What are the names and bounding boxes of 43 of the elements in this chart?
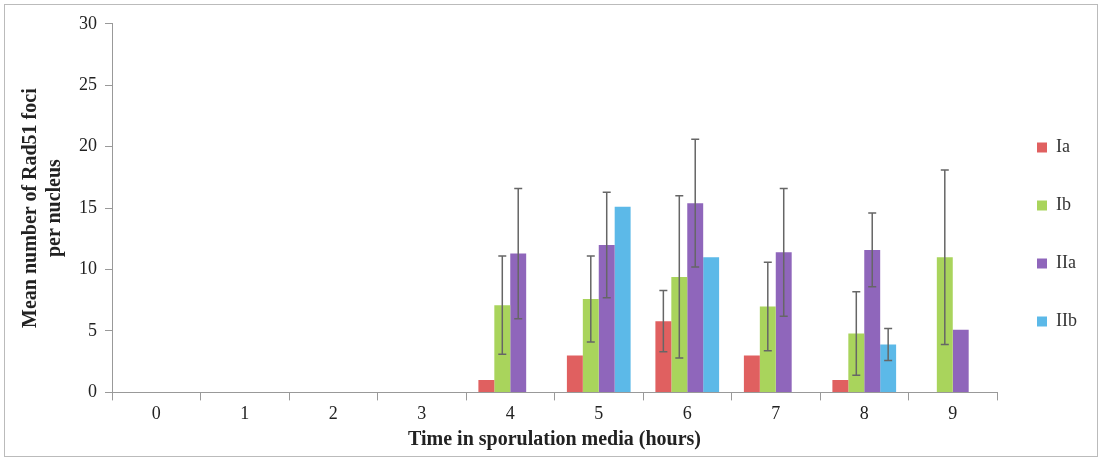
- bar: [848, 333, 865, 392]
- legend-label: Ia: [1056, 136, 1071, 157]
- bar: [703, 257, 720, 392]
- bar: [864, 249, 881, 392]
- y-tick-label: 25: [79, 73, 97, 94]
- bar: [759, 306, 776, 392]
- bar: [614, 206, 631, 392]
- legend-label: IIa: [1056, 252, 1076, 273]
- bar: [832, 380, 849, 392]
- x-tick-label: 3: [417, 402, 427, 423]
- legend-label: IIb: [1056, 310, 1078, 331]
- x-tick-label: 4: [505, 402, 515, 423]
- bar: [952, 329, 969, 392]
- y-tick-label: 0: [88, 381, 97, 402]
- y-tick-label: 30: [79, 12, 97, 33]
- y-tick-label: 15: [79, 196, 97, 217]
- x-tick-label: 8: [859, 402, 869, 423]
- x-tick-label: 1: [240, 402, 250, 423]
- x-tick-label: 9: [948, 402, 958, 423]
- bar: [494, 305, 511, 392]
- y-axis-title: Mean number of Rad51 foci per nucleus: [18, 87, 66, 328]
- bar: [880, 344, 897, 392]
- bar: [566, 355, 583, 392]
- bar: [510, 253, 527, 392]
- x-tick-label: 7: [771, 402, 781, 423]
- x-tick-label: 6: [682, 402, 692, 423]
- x-tick-label: 2: [328, 402, 338, 423]
- bar: [598, 244, 615, 392]
- bar: [655, 321, 672, 392]
- y-tick-label: 5: [88, 319, 97, 340]
- bar: [743, 355, 760, 392]
- x-axis-title: Time in sporulation media (hours): [408, 427, 702, 451]
- bar: [936, 257, 953, 392]
- y-tick-label: 10: [79, 258, 97, 279]
- bar: [671, 276, 688, 392]
- y-tick-label: 20: [79, 135, 97, 156]
- bar: [775, 252, 792, 392]
- legend-label: Ib: [1056, 194, 1072, 215]
- bar: [687, 203, 704, 392]
- bar: [478, 380, 495, 392]
- x-tick-label: 5: [594, 402, 604, 423]
- bar: [582, 299, 599, 392]
- x-tick-label: 0: [151, 402, 161, 423]
